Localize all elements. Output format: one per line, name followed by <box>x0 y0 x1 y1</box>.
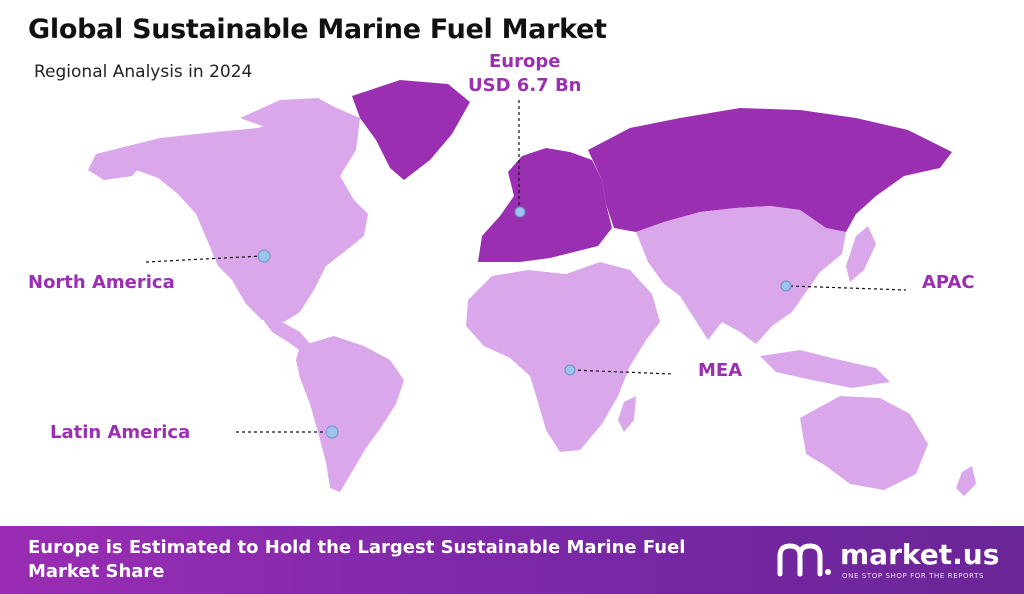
region-alaska-shape <box>88 146 146 180</box>
region-europe-shape <box>478 148 612 262</box>
footer-banner: Europe is Estimated to Hold the Largest … <box>0 526 1024 594</box>
label-europe-name: Europe <box>489 51 561 72</box>
brand-name: market.us <box>840 538 1000 571</box>
label-europe-value: USD 6.7 Bn <box>468 75 582 96</box>
region-central-america-shape <box>262 318 312 352</box>
label-north-america: North America <box>28 272 175 293</box>
region-mea-shape <box>466 262 660 452</box>
region-australia-shape <box>800 396 928 490</box>
marker-mea <box>564 364 576 376</box>
label-europe: Europe USD 6.7 Bn <box>468 50 581 98</box>
region-japan-shape <box>846 226 876 282</box>
marker-europe <box>514 206 526 218</box>
leader-line-apac <box>789 285 907 291</box>
leader-line-mea <box>571 369 673 375</box>
world-map <box>88 80 976 496</box>
region-new-zealand-shape <box>956 466 976 496</box>
brand-tagline: ONE STOP SHOP FOR THE REPORTS <box>842 572 985 580</box>
label-latin-america: Latin America <box>50 422 191 443</box>
footer-headline: Europe is Estimated to Hold the Largest … <box>28 537 686 582</box>
chart-title: Global Sustainable Marine Fuel Market <box>28 14 607 45</box>
market-us-logo-icon <box>777 543 831 577</box>
region-russia-shape <box>588 108 952 232</box>
region-se-asia-islands-shape <box>760 350 890 388</box>
region-apac-shape <box>636 206 846 344</box>
region-arctic-islands-shape <box>240 98 336 126</box>
label-mea: MEA <box>698 360 743 381</box>
label-apac: APAC <box>922 272 975 293</box>
region-madagascar-shape <box>618 396 636 432</box>
marker-apac <box>780 280 792 292</box>
chart-subtitle: Regional Analysis in 2024 <box>34 62 253 82</box>
region-latin-america-shape <box>296 336 404 492</box>
leader-line-north-america <box>145 255 263 263</box>
marker-north-america <box>257 249 271 263</box>
marker-latin-america <box>325 425 339 439</box>
brand-block: market.us ONE STOP SHOP FOR THE REPORTS <box>776 538 1012 584</box>
region-greenland-shape <box>352 80 470 180</box>
region-north-america-shape <box>112 106 368 322</box>
